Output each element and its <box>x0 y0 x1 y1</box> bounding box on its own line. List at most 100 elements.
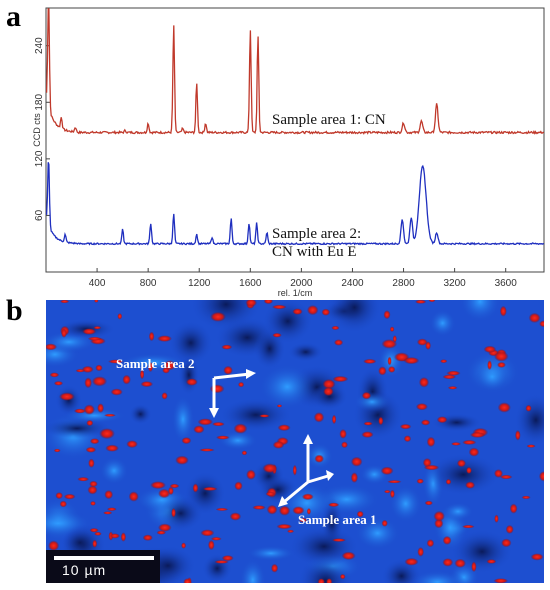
map-red-domain <box>229 512 242 521</box>
map-red-domain <box>200 529 215 537</box>
map-texture-blob <box>388 483 423 524</box>
map-red-domain <box>208 539 215 551</box>
map-red-domain <box>499 305 507 317</box>
map-red-domain <box>339 573 346 580</box>
map-red-domain <box>169 483 180 489</box>
map-red-domain <box>539 320 544 328</box>
map-red-domain <box>158 523 172 532</box>
map-red-domain <box>361 391 372 400</box>
map-red-domain <box>140 381 154 388</box>
map-red-domain <box>271 563 279 573</box>
map-red-domain <box>307 305 319 316</box>
map-red-domain <box>538 471 544 482</box>
map-red-domain <box>454 558 467 568</box>
map-red-domain <box>53 381 64 386</box>
map-red-domain <box>246 469 256 480</box>
map-red-domain <box>202 486 218 491</box>
map-texture-blob <box>408 569 466 583</box>
map-red-domain <box>426 436 436 448</box>
map-red-domain <box>89 528 99 533</box>
map-red-domain <box>497 361 506 368</box>
map-red-domain <box>423 464 440 471</box>
map-red-domain <box>104 490 114 500</box>
map-red-domain <box>420 419 431 426</box>
map-red-domain <box>209 384 225 394</box>
map-texture-blob <box>452 530 512 573</box>
map-red-domain <box>271 304 287 310</box>
map-red-domain <box>193 425 205 434</box>
map-red-domain <box>171 507 176 518</box>
map-red-domain <box>272 332 282 338</box>
map-red-domain <box>168 486 174 496</box>
arrowhead-right-icon <box>246 369 256 379</box>
map-red-domain <box>404 557 419 566</box>
map-red-domain <box>378 366 387 376</box>
map-red-domain <box>339 429 347 439</box>
map-red-domain <box>389 326 395 332</box>
map-red-domain <box>175 455 189 465</box>
map-red-domain <box>139 369 145 380</box>
map-red-domain <box>528 312 541 323</box>
map-red-domain <box>241 450 248 456</box>
map-texture-blob <box>277 480 337 525</box>
map-red-domain <box>93 326 102 330</box>
map-red-domain <box>341 551 356 560</box>
map-red-domain <box>306 508 311 515</box>
map-red-domain <box>49 372 60 378</box>
map-red-domain <box>212 422 225 427</box>
map-red-domain <box>147 361 154 373</box>
map-red-domain <box>363 358 377 364</box>
x-tick-label: 1600 <box>239 278 262 289</box>
map-red-domain <box>445 478 452 485</box>
map-red-domain <box>272 441 285 449</box>
map-red-domain <box>442 535 452 545</box>
map-texture-blob <box>427 454 500 495</box>
map-red-domain <box>292 506 305 515</box>
arrowhead-diag-icon <box>326 470 334 481</box>
map-red-domain <box>55 492 63 500</box>
map-red-domain <box>361 431 374 438</box>
map-texture-blob <box>159 495 203 531</box>
map-texture-blob <box>171 394 195 445</box>
x-tick-label: 2800 <box>392 278 415 289</box>
arrow-area1-right <box>307 474 329 484</box>
map-red-domain <box>108 359 124 364</box>
label-sample-area-2: Sample area 2 <box>116 356 195 371</box>
map-red-domain <box>221 555 234 562</box>
map-red-domain <box>466 466 472 474</box>
map-red-domain <box>91 376 108 387</box>
map-texture-blob <box>458 300 502 324</box>
map-red-domain <box>262 463 278 474</box>
map-red-domain <box>73 408 87 414</box>
map-red-domain <box>126 440 138 448</box>
map-red-domain <box>399 423 412 430</box>
map-red-domain <box>424 500 433 506</box>
map-texture-blob <box>129 404 152 425</box>
map-red-domain <box>326 578 333 583</box>
map-red-domain <box>95 364 103 372</box>
map-texture-blob <box>328 300 381 333</box>
map-red-domain <box>462 524 475 529</box>
y-axis-title: CCD cts <box>32 113 42 147</box>
map-red-domain <box>447 386 458 390</box>
map-red-domain <box>521 495 531 500</box>
map-red-domain <box>216 435 230 440</box>
map-red-domain <box>465 481 476 489</box>
map-red-domain <box>334 339 344 346</box>
map-red-domain <box>245 300 257 307</box>
arrowhead-up-icon <box>303 434 313 444</box>
map-red-domain <box>278 505 291 516</box>
map-red-domain <box>157 335 172 342</box>
map-red-domains <box>46 300 544 583</box>
y-tick-label: 180 <box>34 94 45 111</box>
map-red-domain <box>428 300 436 303</box>
map-red-domain <box>59 392 75 401</box>
map-red-domain <box>328 502 340 507</box>
map-red-domain <box>183 578 192 583</box>
map-red-domain <box>456 459 467 468</box>
map-red-domain <box>388 366 396 373</box>
scale-bar-line <box>54 556 154 560</box>
map-texture-blob <box>245 545 296 562</box>
map-texture-blob <box>257 363 317 411</box>
y-tick-label: 120 <box>34 150 45 167</box>
